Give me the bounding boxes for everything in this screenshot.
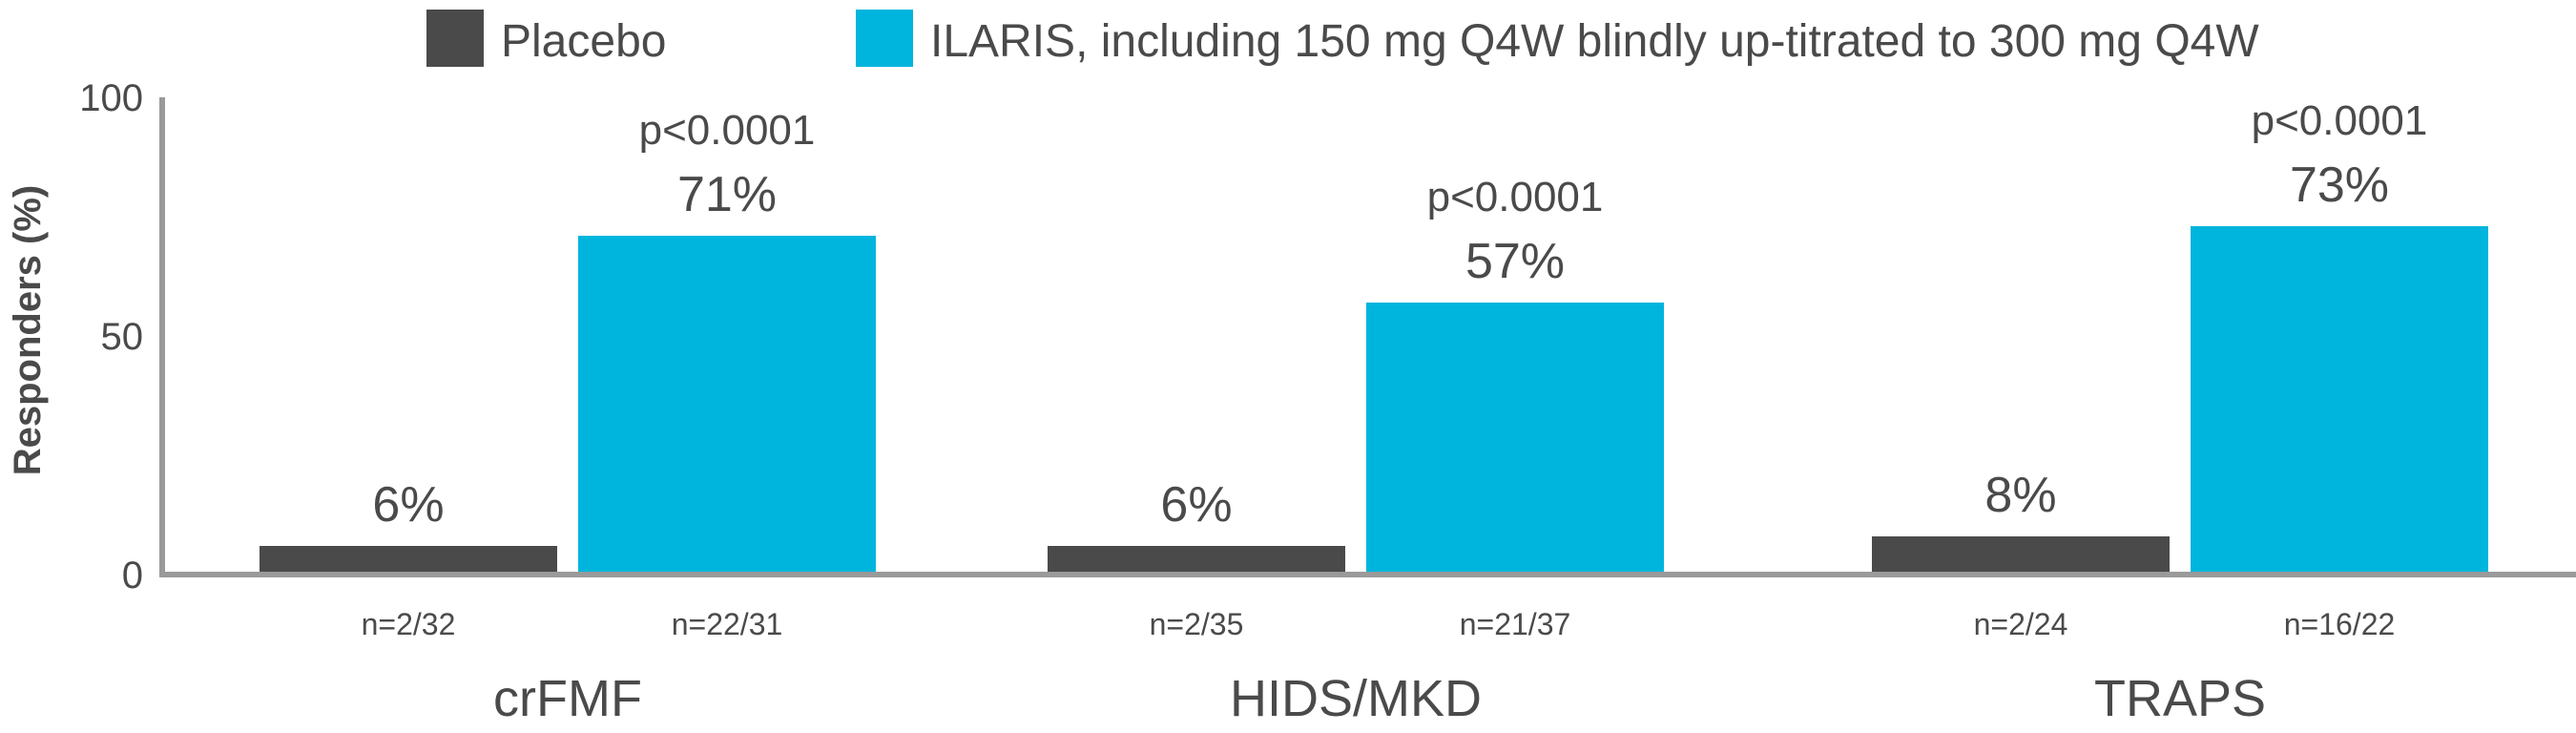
value-label: 6% <box>372 477 444 533</box>
legend-label: Placebo <box>501 16 666 67</box>
value-label: 57% <box>1465 234 1565 289</box>
x-axis-categories: crFMF HIDS/MKD TRAPS <box>493 670 2266 727</box>
y-axis-label: Responders (%) <box>7 185 49 476</box>
bar-crfmf-placebo <box>260 546 557 575</box>
x-category-label: TRAPS <box>2094 670 2266 727</box>
value-label: 6% <box>1160 477 1232 533</box>
n-label: n=2/32 <box>362 607 456 641</box>
y-tick-label: 0 <box>122 555 143 597</box>
y-tick-label: 50 <box>101 316 144 358</box>
y-tick-label: 100 <box>79 77 143 119</box>
data-labels: 6% n=2/32 71% p<0.0001 n=22/31 6% n=2/35 57% p<0… <box>362 97 2428 641</box>
x-category-label: HIDS/MKD <box>1230 670 1482 727</box>
n-label: n=16/22 <box>2284 607 2396 641</box>
x-category-label: crFMF <box>493 670 642 727</box>
legend: Placebo ILARIS, including 150 mg Q4W blin… <box>426 10 2259 67</box>
p-value-label: p<0.0001 <box>639 107 816 154</box>
y-axis: 0 50 100 <box>79 77 165 597</box>
p-value-label: p<0.0001 <box>1427 174 1604 220</box>
bar-hids-mkd-placebo <box>1048 546 1345 575</box>
bars <box>260 226 2488 575</box>
bar-traps-ilaris <box>2191 226 2488 575</box>
value-label: 73% <box>2290 157 2389 213</box>
n-label: n=22/31 <box>672 607 783 641</box>
bar-traps-placebo <box>1872 536 2170 575</box>
n-label: n=21/37 <box>1460 607 1571 641</box>
legend-swatch-placebo <box>426 10 484 67</box>
bar-crfmf-ilaris <box>578 236 876 575</box>
bar-hids-mkd-ilaris <box>1366 303 1664 575</box>
value-label: 71% <box>677 167 777 222</box>
n-label: n=2/24 <box>1974 607 2068 641</box>
legend-label: ILARIS, including 150 mg Q4W blindly up-… <box>930 16 2259 67</box>
legend-swatch-ilaris-including-150 <box>856 10 913 67</box>
p-value-label: p<0.0001 <box>2252 97 2428 144</box>
value-label: 8% <box>1984 468 2056 523</box>
n-label: n=2/35 <box>1150 607 1244 641</box>
